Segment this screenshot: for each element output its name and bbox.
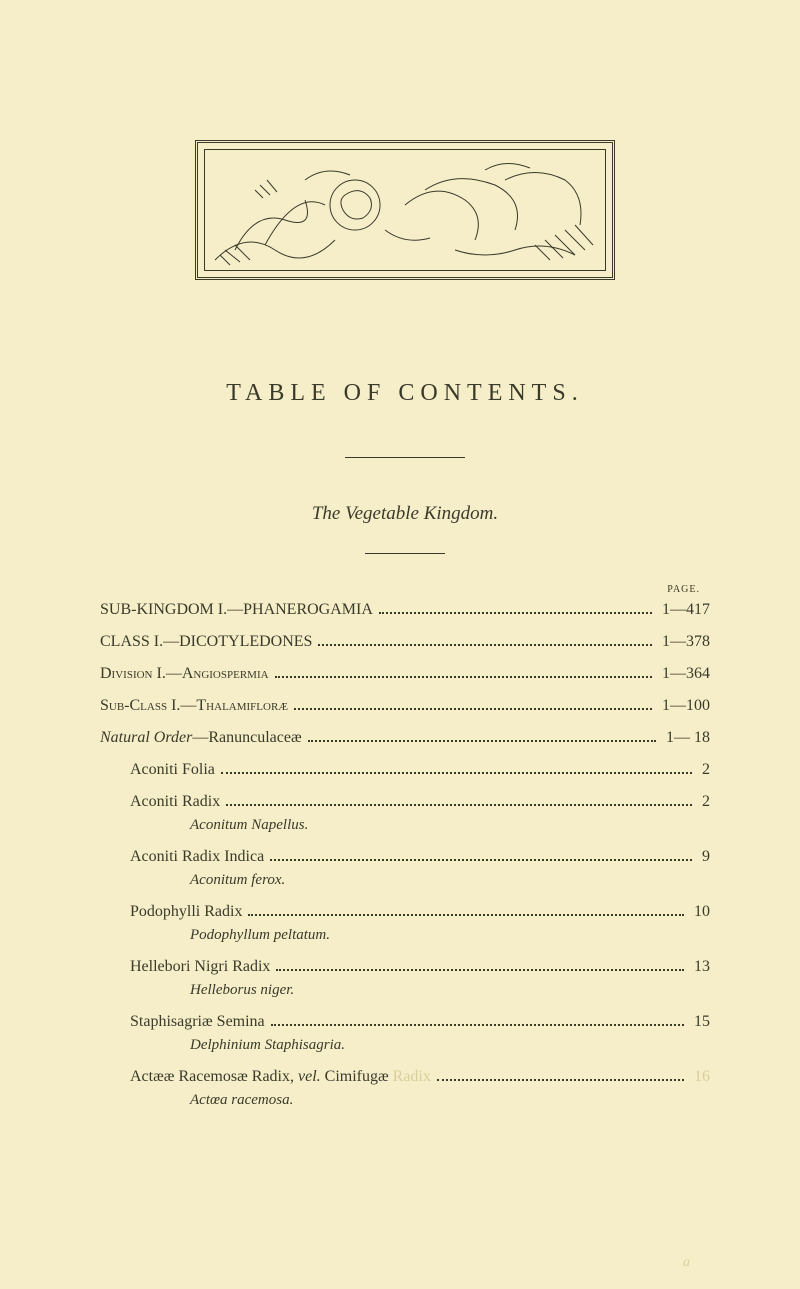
toc-dots [226, 804, 692, 806]
subtitle: The Vegetable Kingdom. [100, 503, 710, 525]
toc-entry: Staphisagriæ Semina 15 [100, 1013, 710, 1031]
toc-page: 1—364 [658, 665, 710, 683]
toc-dots [318, 644, 652, 646]
toc-latin-name: Podophyllum peltatum. [100, 927, 710, 944]
toc-latin-name: Actœa racemosa. [100, 1092, 710, 1109]
toc-label: Hellebori Nigri Radix [130, 958, 270, 976]
toc-entry: Aconiti Radix 2 [100, 793, 710, 811]
toc-page: 15 [690, 1013, 710, 1031]
toc-entry: Podophylli Radix 10 [100, 903, 710, 921]
toc-label: Natural Order—Ranunculaceæ [100, 729, 302, 747]
toc-dots [379, 612, 652, 614]
toc-page: 1—100 [658, 697, 710, 715]
toc-label: Division I.—Angiospermia [100, 665, 269, 683]
toc-label: Sub-Class I.—Thalamifloræ [100, 697, 288, 715]
toc-entry: Aconiti Folia 2 [100, 761, 710, 779]
toc-list: SUB-KINGDOM I.—PHANEROGAMIA 1—417 CLASS I.… [100, 601, 710, 1109]
toc-page: 2 [698, 793, 710, 811]
toc-dots [437, 1079, 684, 1081]
ornament-illustration [204, 149, 606, 271]
page-title: TABLE OF CONTENTS. [100, 380, 710, 407]
toc-label: Podophylli Radix [130, 903, 242, 921]
toc-dots [275, 676, 652, 678]
toc-latin-name: Helleborus niger. [100, 982, 710, 999]
toc-page: 16 [690, 1068, 710, 1086]
ornamental-header [195, 140, 615, 280]
toc-entry: SUB-KINGDOM I.—PHANEROGAMIA 1—417 [100, 601, 710, 619]
toc-dots [270, 859, 692, 861]
toc-dots [294, 708, 652, 710]
toc-label: SUB-KINGDOM I.—PHANEROGAMIA [100, 601, 373, 619]
toc-dots [271, 1024, 684, 1026]
toc-entry: Sub-Class I.—Thalamifloræ 1—100 [100, 697, 710, 715]
page-column-label: PAGE. [100, 584, 710, 595]
toc-dots [308, 740, 656, 742]
toc-latin-name: Aconitum ferox. [100, 872, 710, 889]
toc-label: Aconiti Radix [130, 793, 220, 811]
toc-page: 9 [698, 848, 710, 866]
toc-dots [248, 914, 684, 916]
toc-label: Aconiti Radix Indica [130, 848, 264, 866]
toc-page: 1— 18 [662, 729, 710, 747]
toc-label: Aconiti Folia [130, 761, 215, 779]
toc-label: CLASS I.—DICOTYLEDONES [100, 633, 312, 651]
toc-entry: Aconiti Radix Indica 9 [100, 848, 710, 866]
toc-label: Staphisagriæ Semina [130, 1013, 265, 1031]
toc-page: 10 [690, 903, 710, 921]
divider [345, 457, 465, 458]
toc-entry: Natural Order—Ranunculaceæ 1— 18 [100, 729, 710, 747]
toc-label: Actææ Racemosæ Radix, vel. Cimifugæ Radi… [130, 1068, 431, 1086]
toc-entry: Division I.—Angiospermia 1—364 [100, 665, 710, 683]
toc-latin-name: Delphinium Staphisagria. [100, 1037, 710, 1054]
toc-entry: Hellebori Nigri Radix 13 [100, 958, 710, 976]
toc-page: 1—417 [658, 601, 710, 619]
toc-dots [221, 772, 692, 774]
toc-entry: Actææ Racemosæ Radix, vel. Cimifugæ Radi… [100, 1068, 710, 1086]
ornament-svg [205, 150, 605, 270]
divider-short [365, 553, 445, 554]
toc-page: 13 [690, 958, 710, 976]
signature-mark: a [683, 1255, 690, 1271]
toc-entry: CLASS I.—DICOTYLEDONES 1—378 [100, 633, 710, 651]
toc-dots [276, 969, 684, 971]
toc-latin-name: Aconitum Napellus. [100, 817, 710, 834]
toc-page: 1—378 [658, 633, 710, 651]
toc-page: 2 [698, 761, 710, 779]
